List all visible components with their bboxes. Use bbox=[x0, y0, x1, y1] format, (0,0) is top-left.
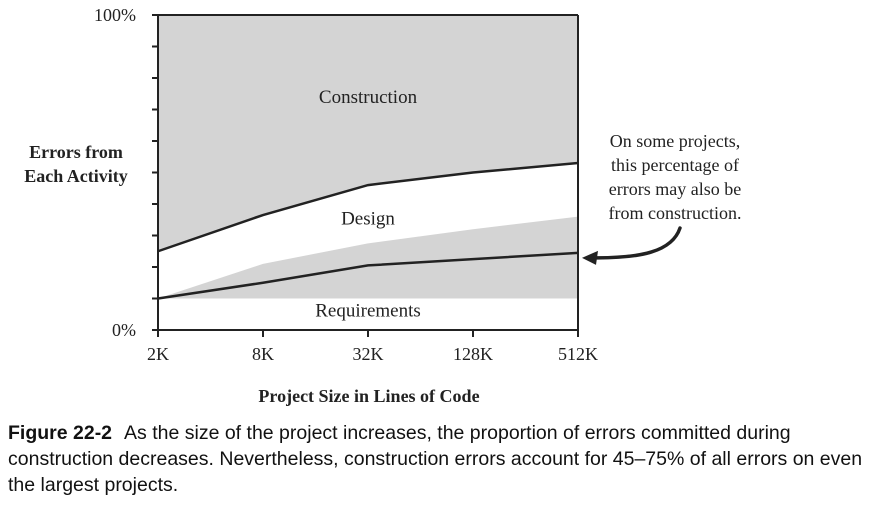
x-tick-label: 2K bbox=[147, 344, 169, 364]
error-distribution-chart: 2K 8K 32K 128K 512K 0% 100% Errors from Each Act… bbox=[24, 5, 741, 406]
requirements-label: Requirements bbox=[315, 300, 421, 321]
annotation-text: errors may also be bbox=[609, 179, 741, 199]
y-tick-label: 0% bbox=[112, 320, 136, 340]
x-tick-label: 8K bbox=[252, 344, 274, 364]
arrow-head-icon bbox=[582, 250, 598, 265]
shaded-regions bbox=[158, 15, 578, 299]
series-boundaries bbox=[157, 161, 579, 300]
annotation-text: this percentage of bbox=[611, 155, 739, 175]
figure-caption: Figure 22-2 As the size of the project in… bbox=[8, 420, 892, 498]
possible-construction-band bbox=[158, 216, 578, 299]
axes bbox=[152, 14, 579, 337]
design-boundary-line bbox=[157, 161, 579, 253]
annotation-text: On some projects, bbox=[610, 131, 740, 151]
figure-label: Figure 22-2 bbox=[8, 422, 113, 444]
construction-label: Construction bbox=[319, 87, 418, 108]
construction-region bbox=[158, 15, 578, 252]
y-tick-label: 100% bbox=[94, 5, 136, 25]
y-axis-label: Each Activity bbox=[24, 166, 128, 186]
annotation: On some projects, this percentage of error… bbox=[582, 131, 741, 265]
requirements-boundary-line bbox=[157, 251, 579, 300]
design-label: Design bbox=[341, 208, 395, 229]
annotation-arrow bbox=[594, 226, 682, 260]
x-tick-label: 512K bbox=[558, 344, 598, 364]
caption-text: As the size of the project increases, th… bbox=[8, 422, 863, 496]
labels: 2K 8K 32K 128K 512K 0% 100% Errors from Each Act… bbox=[24, 5, 598, 406]
y-axis-label: Errors from bbox=[29, 142, 123, 162]
x-tick-label: 32K bbox=[353, 344, 384, 364]
x-tick-label: 128K bbox=[453, 344, 493, 364]
x-axis-label: Project Size in Lines of Code bbox=[258, 386, 479, 406]
annotation-text: from construction. bbox=[609, 203, 742, 223]
